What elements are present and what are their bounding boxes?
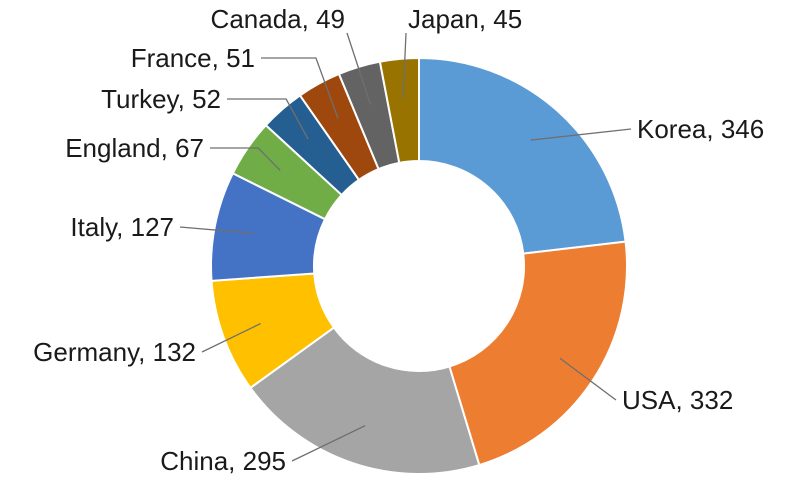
slice-china [249,326,481,475]
leader-line-italy [179,226,254,234]
data-label-germany: Germany, 132 [33,337,196,367]
data-label-england: England, 67 [65,133,204,163]
data-label-france: France, 51 [131,43,255,73]
leader-line-china [291,425,366,462]
leader-lines-group [179,32,632,462]
data-label-japan: Japan, 45 [408,4,522,34]
data-labels-group: Korea, 346 USA, 332 China, 295 Germany, 132… [33,4,764,476]
leader-line-canada [346,32,372,105]
leader-line-germany [201,322,261,353]
data-label-china: China, 295 [160,446,286,476]
data-label-usa: USA, 332 [622,385,733,415]
data-label-turkey: Turkey, 52 [101,84,221,114]
leader-line-usa [559,357,617,401]
data-label-korea: Korea, 346 [637,114,764,144]
data-label-italy: Italy, 127 [70,212,174,242]
leader-line-turkey [227,98,309,140]
leader-line-france [261,57,339,119]
slice-japan [378,56,420,165]
leader-line-england [210,147,281,171]
slice-usa [448,240,628,467]
leader-line-japan [402,32,407,99]
data-label-canada: Canada, 49 [211,4,345,34]
slice-korea [418,56,627,255]
slices-group [210,56,628,475]
leader-line-korea [530,128,632,141]
